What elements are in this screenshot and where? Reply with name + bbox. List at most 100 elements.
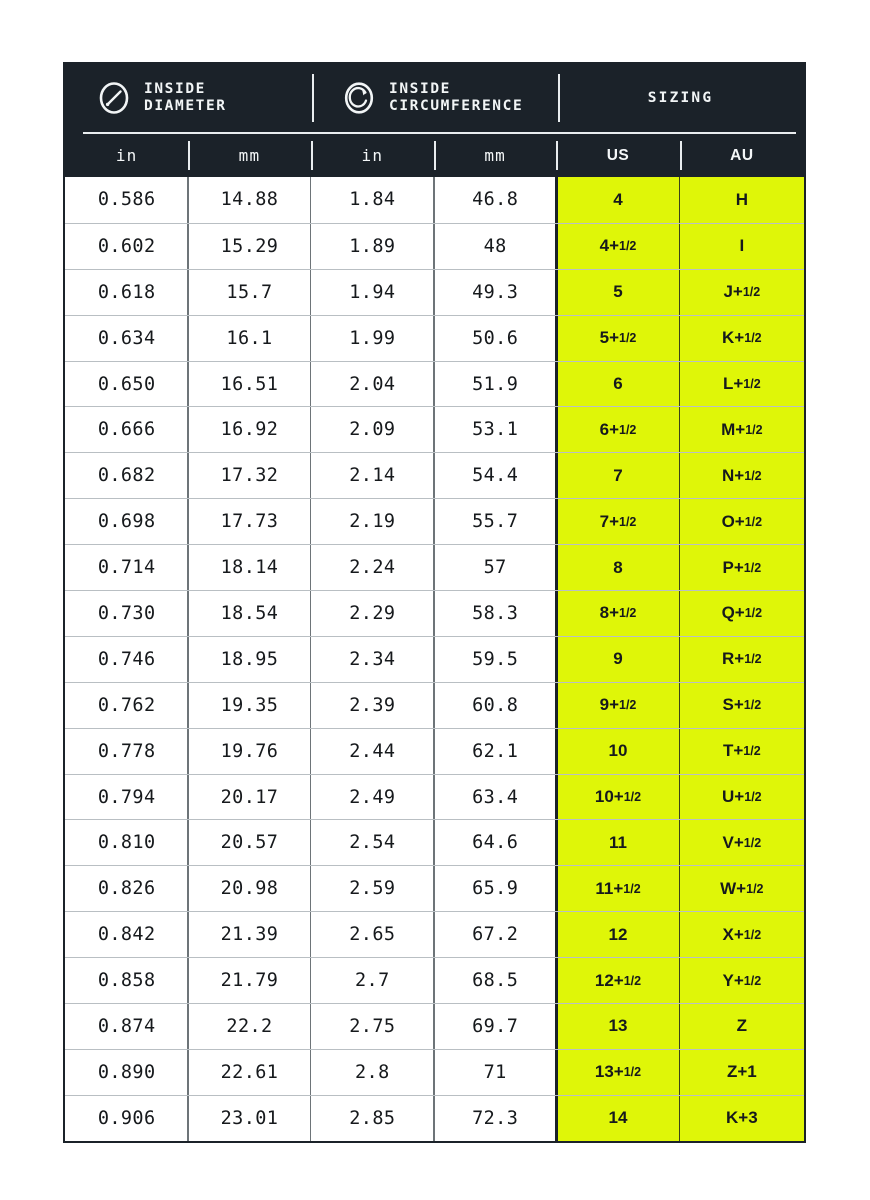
cell-circumference-mm: 63.4 xyxy=(432,774,557,820)
header-group-inside-circumference: INSIDE CIRCUMFERENCE xyxy=(312,64,558,132)
cell-size-us: 8+ 1/2 xyxy=(555,591,680,636)
cell-diameter-in: 0.874 xyxy=(65,1004,189,1049)
cell-circumference-in: 2.09 xyxy=(309,407,434,453)
cell-circumference-mm: 50.6 xyxy=(432,315,557,361)
column-header-au: AU xyxy=(679,134,804,177)
cell-diameter-in: 0.762 xyxy=(65,682,189,728)
cell-circumference-mm: 48 xyxy=(432,223,557,269)
half-size-fraction: 1/2 xyxy=(619,422,637,437)
cell-diameter-in: 0.650 xyxy=(65,361,189,407)
cell-diameter-mm: 19.76 xyxy=(187,728,311,774)
half-size-fraction: 1/2 xyxy=(745,422,763,437)
table-row: 0.906 23.01 2.85 72.3 14 K+3 xyxy=(65,1094,804,1141)
cell-circumference-in: 2.34 xyxy=(309,636,434,682)
half-size-fraction: 1/2 xyxy=(619,514,637,529)
table-row: 0.666 16.92 2.09 53.1 6+ 1/2 M+ 1/2 xyxy=(65,406,804,453)
cell-diameter-in: 0.906 xyxy=(65,1095,189,1141)
cell-size-au: N+ 1/2 xyxy=(678,453,804,499)
cell-diameter-in: 0.826 xyxy=(65,866,189,912)
cell-size-us: 4+ 1/2 xyxy=(555,223,680,269)
cell-size-au: K+3 xyxy=(678,1095,804,1141)
half-size-fraction: 1/2 xyxy=(743,744,761,759)
cell-size-au: J+ 1/2 xyxy=(678,269,804,315)
half-size-fraction: 1/2 xyxy=(623,881,641,896)
half-size-fraction: 1/2 xyxy=(619,698,637,713)
cell-diameter-mm: 16.92 xyxy=(187,407,311,453)
cell-size-us: 4 xyxy=(555,177,680,223)
cell-diameter-in: 0.794 xyxy=(65,774,189,820)
cell-diameter-in: 0.666 xyxy=(65,407,189,453)
cell-size-au: R+ 1/2 xyxy=(678,636,804,682)
table-row: 0.842 21.39 2.65 67.2 12 X+ 1/2 xyxy=(65,911,804,958)
table-row: 0.794 20.17 2.49 63.4 10+ 1/2 U+ 1/2 xyxy=(65,773,804,820)
cell-diameter-in: 0.810 xyxy=(65,820,189,866)
cell-circumference-in: 2.65 xyxy=(309,912,434,958)
cell-circumference-mm: 59.5 xyxy=(432,636,557,682)
cell-circumference-mm: 65.9 xyxy=(432,866,557,912)
header-group-inside-diameter: INSIDE DIAMETER xyxy=(65,64,312,132)
cell-diameter-mm: 23.01 xyxy=(187,1095,311,1141)
cell-size-us: 13+ 1/2 xyxy=(555,1049,680,1095)
cell-circumference-mm: 67.2 xyxy=(432,912,557,958)
cell-diameter-mm: 15.7 xyxy=(187,269,311,315)
cell-circumference-in: 2.24 xyxy=(309,545,434,591)
cell-circumference-in: 2.39 xyxy=(309,682,434,728)
half-size-fraction: 1/2 xyxy=(619,239,637,254)
cell-circumference-in: 2.49 xyxy=(309,774,434,820)
cell-circumference-in: 2.54 xyxy=(309,820,434,866)
inside-diameter-icon xyxy=(99,82,129,114)
cell-size-au: Z+1 xyxy=(678,1049,804,1095)
cell-circumference-in: 2.75 xyxy=(309,1004,434,1049)
cell-diameter-in: 0.602 xyxy=(65,223,189,269)
cell-circumference-in: 2.04 xyxy=(309,361,434,407)
cell-circumference-mm: 68.5 xyxy=(432,958,557,1004)
half-size-fraction: 1/2 xyxy=(746,881,764,896)
cell-diameter-in: 0.586 xyxy=(65,177,189,223)
cell-size-us: 9 xyxy=(555,636,680,682)
cell-diameter-mm: 18.14 xyxy=(187,545,311,591)
cell-circumference-mm: 62.1 xyxy=(432,728,557,774)
half-size-fraction: 1/2 xyxy=(744,331,762,346)
half-size-fraction: 1/2 xyxy=(742,285,761,300)
table-body: 0.586 14.88 1.84 46.8 4 H 0.602 15.29 1.89 48 4+ 1/… xyxy=(65,177,804,1141)
half-size-fraction: 1/2 xyxy=(743,973,762,988)
cell-circumference-in: 2.19 xyxy=(309,499,434,545)
cell-diameter-in: 0.778 xyxy=(65,728,189,774)
cell-circumference-in: 1.89 xyxy=(309,223,434,269)
cell-size-au: H xyxy=(678,177,804,223)
cell-size-au: U+ 1/2 xyxy=(678,774,804,820)
half-size-fraction: 1/2 xyxy=(744,514,763,529)
half-size-fraction: 1/2 xyxy=(743,698,762,713)
half-size-fraction: 1/2 xyxy=(619,606,637,621)
ring-size-table: INSIDE DIAMETER INSIDE CIRCUMFERENCE SIZ… xyxy=(63,62,806,1143)
cell-circumference-mm: 57 xyxy=(432,545,557,591)
half-size-fraction: 1/2 xyxy=(744,790,762,805)
cell-size-au: S+ 1/2 xyxy=(678,682,804,728)
half-size-fraction: 1/2 xyxy=(743,377,761,391)
half-size-fraction: 1/2 xyxy=(743,835,762,850)
cell-size-au: L+ 1/2 xyxy=(678,361,804,407)
half-size-fraction: 1/2 xyxy=(744,652,762,667)
table-row: 0.762 19.35 2.39 60.8 9+ 1/2 S+ 1/2 xyxy=(65,681,804,728)
cell-size-us: 10 xyxy=(555,728,680,774)
cell-size-au: O+ 1/2 xyxy=(678,499,804,545)
cell-diameter-mm: 18.95 xyxy=(187,636,311,682)
cell-size-us: 11 xyxy=(555,820,680,866)
table-row: 0.730 18.54 2.29 58.3 8+ 1/2 Q+ 1/2 xyxy=(65,590,804,636)
cell-circumference-mm: 46.8 xyxy=(432,177,557,223)
cell-diameter-in: 0.730 xyxy=(65,591,189,636)
cell-circumference-mm: 51.9 xyxy=(432,361,557,407)
column-header-circumference-mm: mm xyxy=(434,134,556,177)
cell-circumference-in: 2.85 xyxy=(309,1095,434,1141)
table-row: 0.682 17.32 2.14 54.4 7 N+ 1/2 xyxy=(65,452,804,499)
cell-circumference-mm: 71 xyxy=(432,1049,557,1095)
cell-size-us: 14 xyxy=(555,1095,680,1141)
cell-diameter-in: 0.634 xyxy=(65,315,189,361)
cell-size-au: T+ 1/2 xyxy=(678,728,804,774)
half-size-fraction: 1/2 xyxy=(619,331,637,346)
cell-size-us: 5 xyxy=(555,269,680,315)
half-size-fraction: 1/2 xyxy=(743,927,762,942)
cell-circumference-in: 1.94 xyxy=(309,269,434,315)
cell-diameter-mm: 21.39 xyxy=(187,912,311,958)
